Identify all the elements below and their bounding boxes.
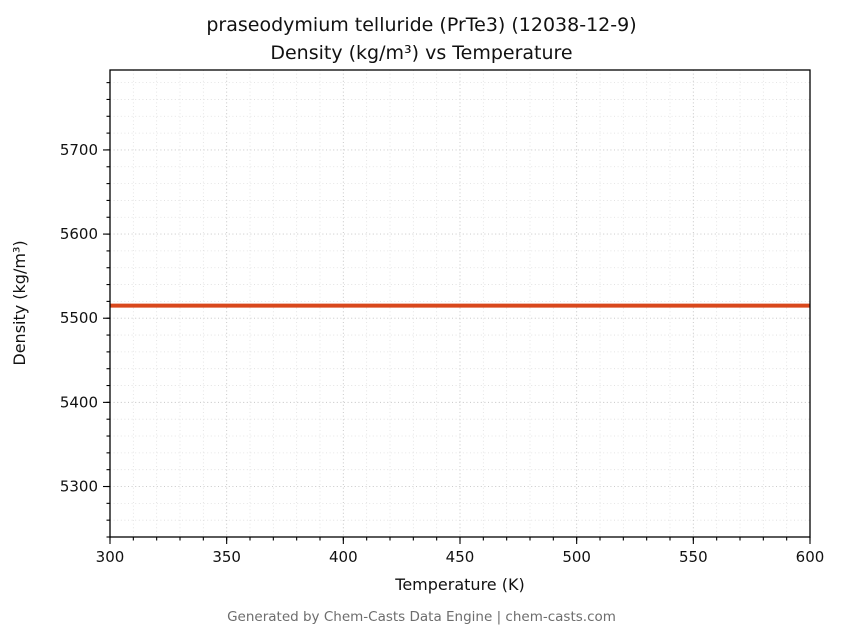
plot-area: 300 350 400 450 500 550 600 5300 5400 5500 5600 570… xyxy=(60,69,825,566)
y-tick-label: 5500 xyxy=(60,309,98,327)
y-tick-label: 5300 xyxy=(60,478,98,496)
x-tick-label: 300 xyxy=(96,548,125,566)
x-tick-label: 600 xyxy=(796,548,825,566)
y-tick-label: 5400 xyxy=(60,393,98,411)
x-tick-label: 450 xyxy=(446,548,475,566)
chart-title-line2: Density (kg/m³) vs Temperature xyxy=(270,42,572,64)
y-axis-label: Density (kg/m³) xyxy=(10,240,29,365)
x-tick-label: 350 xyxy=(212,548,241,566)
y-tick-label: 5700 xyxy=(60,141,98,159)
x-tick-label: 400 xyxy=(329,548,358,566)
x-axis-label: Temperature (K) xyxy=(394,575,524,594)
x-tick-label: 550 xyxy=(679,548,708,566)
tick-labels: 300 350 400 450 500 550 600 5300 5400 5500 5600 570… xyxy=(60,141,825,566)
footer-text: Generated by Chem-Casts Data Engine | ch… xyxy=(227,609,616,625)
x-tick-label: 500 xyxy=(562,548,591,566)
chart-title-line1: praseodymium telluride (PrTe3) (12038-12… xyxy=(206,14,636,36)
y-tick-label: 5600 xyxy=(60,225,98,243)
tick-marks xyxy=(103,82,811,544)
